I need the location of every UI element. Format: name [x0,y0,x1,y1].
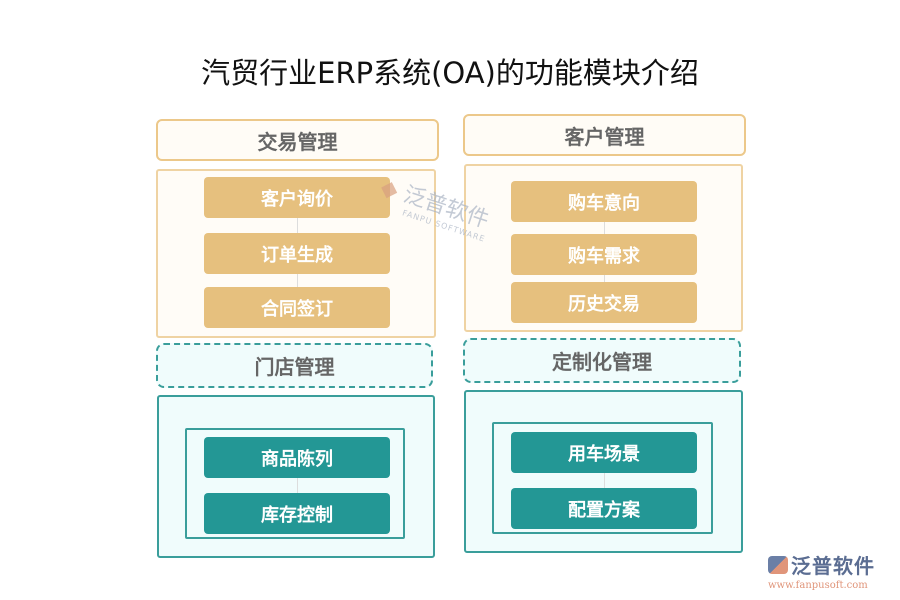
logo-name: 泛普软件 [791,554,875,578]
header-trade-management: 交易管理 [156,119,439,161]
connector [297,478,298,493]
item-transaction-history: 历史交易 [511,282,697,323]
page-title: 汽贸行业ERP系统(OA)的功能模块介绍 [201,56,699,90]
item-purchase-intent: 购车意向 [511,181,697,222]
connector [604,473,605,488]
header-customization-management: 定制化管理 [463,338,741,383]
logo-url: www.fanpusoft.com [768,580,868,591]
item-product-display: 商品陈列 [204,437,390,478]
header-store-management: 门店管理 [156,343,433,388]
item-configuration-plan: 配置方案 [511,488,697,529]
item-usage-scenario: 用车场景 [511,432,697,473]
item-purchase-needs: 购车需求 [511,234,697,275]
logo-icon [768,555,788,574]
item-contract-signing: 合同签订 [204,287,390,328]
header-customer-management: 客户管理 [463,114,746,156]
item-order-generation: 订单生成 [204,233,390,274]
item-customer-inquiry: 客户询价 [204,177,390,218]
item-inventory-control: 库存控制 [204,493,390,534]
brand-logo: 泛普软件 www.fanpusoft.com [768,550,875,591]
